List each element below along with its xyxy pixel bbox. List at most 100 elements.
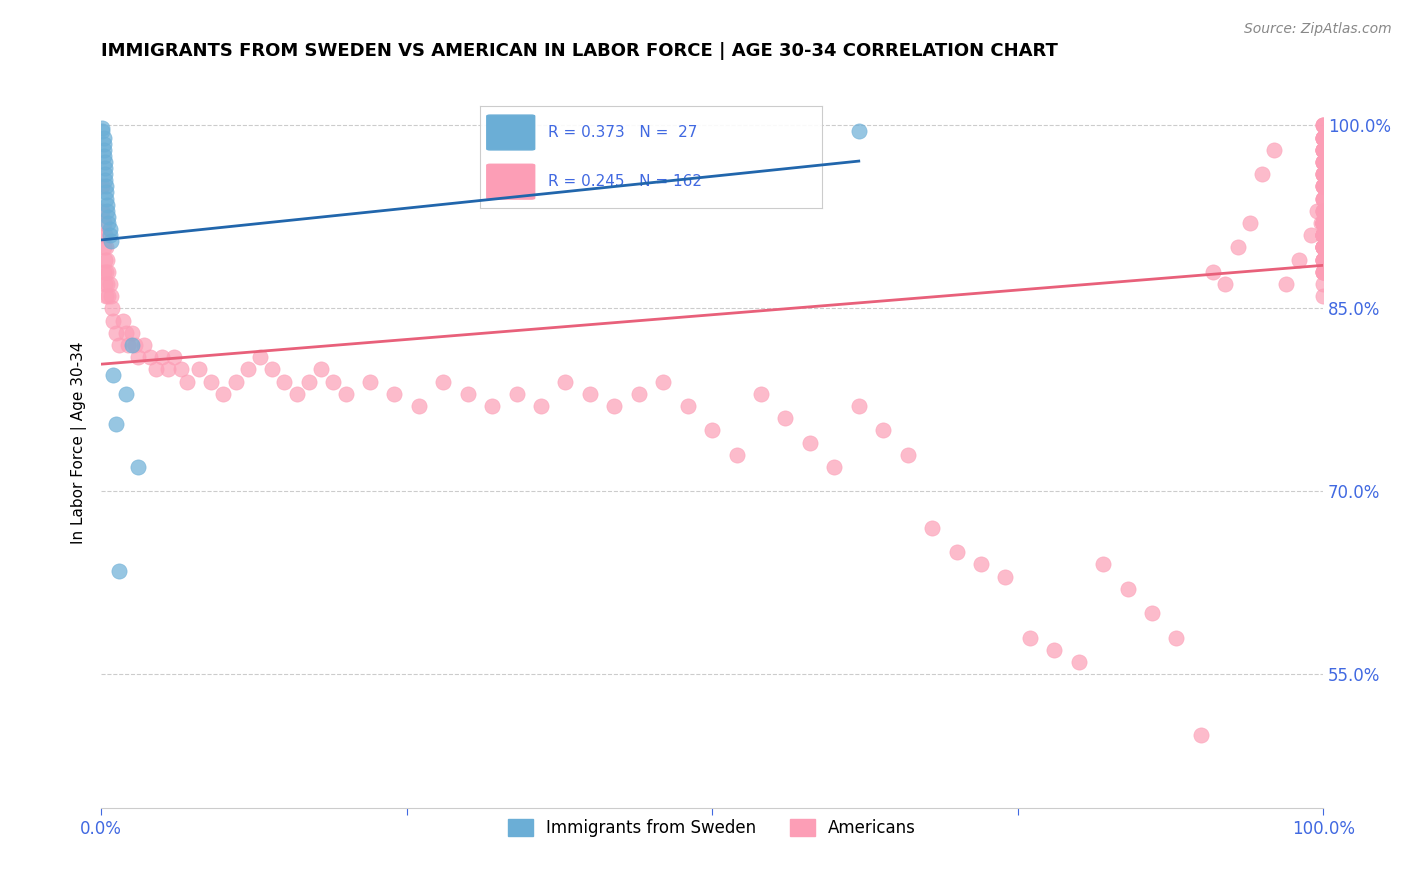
Americans [1312,265,1334,279]
Americans [1312,130,1334,145]
Americans [94,265,117,279]
Immigrants from Sweden [103,368,125,383]
Americans [212,386,235,401]
Americans [103,313,125,327]
Americans [150,350,173,364]
Americans [200,375,222,389]
Americans [322,375,344,389]
Americans [1312,240,1334,254]
Americans [94,228,117,243]
Americans [1312,130,1334,145]
Americans [1312,277,1334,291]
Americans [1312,130,1334,145]
Americans [1312,265,1334,279]
Americans [1312,265,1334,279]
Americans [1312,179,1334,194]
Immigrants from Sweden [93,143,115,157]
Americans [1312,228,1334,243]
Americans [1312,228,1334,243]
Americans [96,277,118,291]
Americans [1312,228,1334,243]
Americans [1312,240,1334,254]
Americans [145,362,167,376]
Americans [91,203,114,218]
Americans [1312,155,1334,169]
Americans [1067,655,1090,669]
Americans [1116,582,1139,596]
Americans [298,375,321,389]
Immigrants from Sweden [93,149,115,163]
Americans [1312,192,1334,206]
Americans [1312,203,1334,218]
Americans [97,265,120,279]
Americans [1312,155,1334,169]
Americans [93,240,115,254]
Americans [970,558,993,572]
Americans [1202,265,1225,279]
Americans [1312,143,1334,157]
Americans [91,179,114,194]
Americans [127,350,149,364]
Americans [114,326,136,340]
Americans [627,386,650,401]
Legend: Immigrants from Sweden, Americans: Immigrants from Sweden, Americans [502,813,922,844]
Americans [676,399,699,413]
Americans [1312,216,1334,230]
Americans [1312,179,1334,194]
Americans [94,277,117,291]
Americans [1263,143,1285,157]
Americans [132,338,155,352]
Americans [1312,252,1334,267]
Americans [1312,167,1334,181]
Americans [1312,289,1334,303]
Americans [1140,607,1163,621]
Americans [554,375,576,389]
Americans [100,289,122,303]
Americans [1312,143,1334,157]
Americans [457,386,479,401]
Americans [1312,228,1334,243]
Americans [1312,252,1334,267]
Immigrants from Sweden [121,338,143,352]
Americans [97,289,120,303]
Americans [262,362,284,376]
Americans [1312,216,1334,230]
Americans [1312,216,1334,230]
Americans [1312,252,1334,267]
Americans [1312,228,1334,243]
Americans [96,252,118,267]
Immigrants from Sweden [108,564,131,578]
Americans [1312,216,1334,230]
Americans [1312,216,1334,230]
Americans [725,448,748,462]
Americans [652,375,675,389]
Americans [1312,130,1334,145]
Americans [169,362,191,376]
Immigrants from Sweden [94,155,117,169]
Immigrants from Sweden [91,120,114,135]
Americans [1309,216,1331,230]
Americans [157,362,180,376]
Americans [1312,155,1334,169]
Americans [1312,216,1334,230]
Immigrants from Sweden [93,136,115,151]
Americans [579,386,602,401]
Americans [1312,179,1334,194]
Americans [1312,167,1334,181]
Immigrants from Sweden [94,173,117,187]
Americans [1312,130,1334,145]
Americans [1312,240,1334,254]
Americans [117,338,139,352]
Immigrants from Sweden [96,203,118,218]
Americans [1299,228,1322,243]
Americans [1018,631,1040,645]
Americans [108,338,131,352]
Immigrants from Sweden [94,179,117,194]
Immigrants from Sweden [848,124,870,138]
Y-axis label: In Labor Force | Age 30-34: In Labor Force | Age 30-34 [72,342,87,544]
Americans [104,326,127,340]
Americans [1312,167,1334,181]
Immigrants from Sweden [94,167,117,181]
Americans [124,338,146,352]
Americans [91,228,114,243]
